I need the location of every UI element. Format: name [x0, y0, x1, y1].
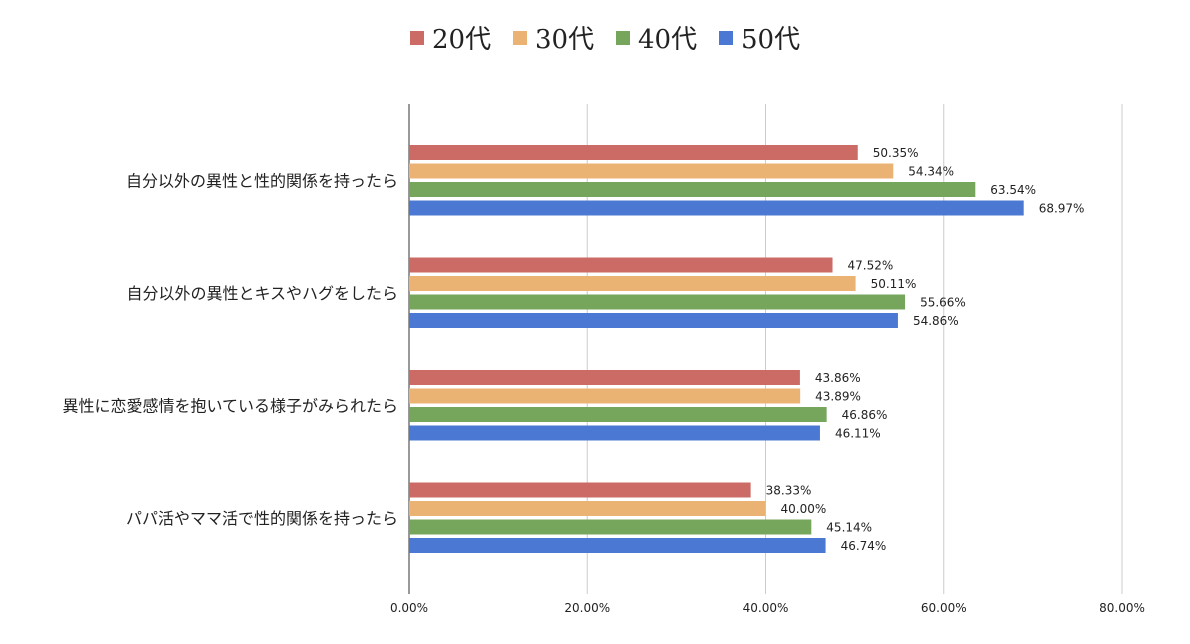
legend: 20代 30代 40代 50代 [410, 25, 800, 55]
x-tick-label: 80.00% [1099, 601, 1145, 615]
data-label: 54.34% [908, 165, 954, 179]
bar [409, 294, 906, 310]
legend-label: 40代 [638, 25, 697, 55]
bar [409, 370, 800, 385]
data-label: 47.52% [848, 259, 894, 273]
bar [409, 145, 858, 160]
category-label: パパ活やママ活で性的関係を持ったら [126, 509, 398, 528]
data-label: 43.86% [815, 371, 861, 385]
data-label: 63.54% [990, 183, 1036, 197]
bar [409, 200, 1024, 216]
data-label: 50.35% [873, 146, 919, 160]
bar [409, 501, 766, 516]
x-tick-label: 40.00% [743, 601, 789, 615]
bar [409, 257, 833, 273]
data-label: 54.86% [913, 314, 959, 328]
x-tick-label: 0.00% [390, 601, 428, 615]
data-label: 43.89% [815, 390, 861, 404]
legend-swatch [719, 31, 733, 45]
value-labels: 50.35% 54.34% 63.54%68.97% 47.52% 50.11%55.6… [766, 146, 1085, 553]
x-tick-labels: 0.00% 20.00% 40.00% 60.00% 80.00% [390, 601, 1145, 615]
data-label: 46.11% [835, 427, 881, 441]
legend-swatch [513, 31, 527, 45]
x-tick-label: 60.00% [921, 601, 967, 615]
legend-label: 20代 [432, 25, 491, 55]
bar [409, 425, 820, 441]
data-label: 40.00% [781, 502, 827, 516]
bar [409, 276, 856, 291]
x-tick-label: 20.00% [564, 601, 610, 615]
data-label: 38.33% [766, 484, 812, 498]
data-label: 46.74% [841, 539, 887, 553]
bar [409, 538, 826, 553]
bar [409, 482, 751, 498]
legend-label: 50代 [741, 25, 800, 55]
data-label: 68.97% [1039, 202, 1085, 216]
data-label: 45.14% [826, 521, 872, 535]
bar [409, 163, 894, 179]
data-label: 46.86% [842, 408, 888, 422]
bar [409, 519, 812, 535]
legend-swatch [616, 31, 630, 45]
bar [409, 313, 898, 328]
legend-label: 30代 [535, 25, 594, 55]
data-label: 50.11% [871, 277, 917, 291]
data-label: 55.66% [920, 296, 966, 310]
category-label: 自分以外の異性と性的関係を持ったら [126, 171, 398, 190]
legend-swatch [410, 31, 424, 45]
bar [409, 407, 827, 422]
bar [409, 182, 976, 197]
bars [409, 145, 1024, 553]
category-labels: 自分以外の異性と性的関係を持ったら自分以外の異性とキスやハグをしたら異性に恋愛感… [62, 171, 398, 528]
category-label: 異性に恋愛感情を抱いている様子がみられたら [62, 396, 398, 415]
category-label: 自分以外の異性とキスやハグをしたら [126, 284, 398, 303]
bar [409, 388, 801, 404]
